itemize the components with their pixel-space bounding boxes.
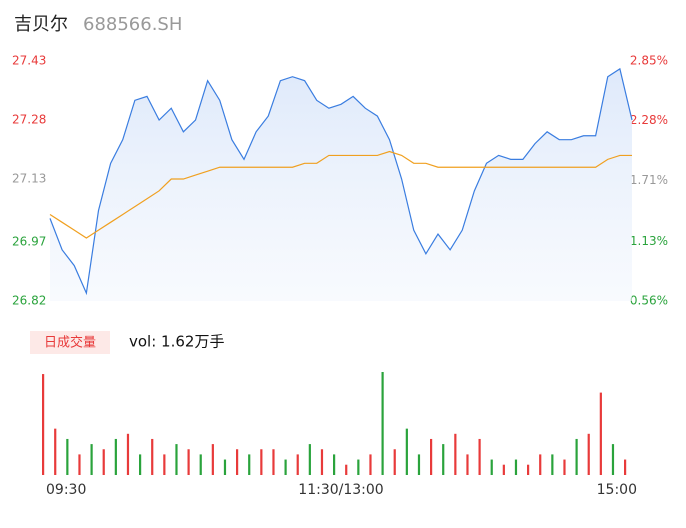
- volume-bar: [199, 454, 202, 475]
- volume-badge: [30, 331, 110, 354]
- volume-bar: [417, 454, 421, 475]
- y2-tick-label: 1.71%: [630, 173, 668, 187]
- volume-bar: [381, 372, 384, 475]
- volume-bar: [430, 438, 433, 475]
- volume-bar: [78, 454, 81, 475]
- y-tick-label: 27.43: [12, 54, 46, 68]
- y2-tick-label: 1.13%: [630, 234, 668, 248]
- volume-bar: [502, 464, 505, 475]
- volume-bar: [42, 374, 45, 475]
- x-tick-label: 15:00: [597, 482, 637, 498]
- x-tick-label: 11:30/13:00: [298, 482, 383, 498]
- volume-bar: [296, 454, 299, 475]
- y-tick-label: 26.97: [12, 234, 46, 248]
- stock-code: 688566.SH: [83, 14, 182, 35]
- volume-bar: [175, 444, 178, 475]
- y-tick-label: 27.28: [12, 113, 46, 127]
- volume-bar: [163, 454, 166, 475]
- volume-bar: [248, 454, 251, 475]
- y2-tick-label: 2.28%: [630, 113, 668, 127]
- volume-bar: [102, 449, 105, 475]
- volume-bar: [90, 444, 93, 475]
- volume-title: 日成交量: [44, 335, 96, 351]
- volume-bar: [345, 464, 348, 475]
- volume-bar: [466, 454, 469, 475]
- volume-bar: [369, 454, 372, 475]
- volume-bar: [490, 459, 493, 475]
- volume-bar: [260, 449, 263, 475]
- volume-bar: [454, 433, 457, 475]
- stock-name: 吉贝尔: [14, 14, 68, 35]
- volume-bar: [393, 449, 396, 475]
- volume-bar: [405, 428, 408, 475]
- volume-bar: [478, 438, 481, 475]
- volume-bar: [320, 449, 324, 475]
- volume-bar: [54, 428, 57, 475]
- y2-tick-label: 2.85%: [630, 54, 668, 68]
- price-line: [49, 67, 633, 296]
- volume-bar: [514, 459, 518, 475]
- price-area: [50, 68, 632, 301]
- volume-bar: [139, 454, 142, 475]
- volume-bar: [333, 454, 336, 475]
- volume-bar: [66, 438, 69, 475]
- y-tick-label: 26.82: [12, 294, 46, 308]
- volume-bar: [599, 392, 602, 475]
- volume-bar: [114, 438, 117, 475]
- volume-bar: [551, 454, 554, 475]
- volume-bar: [357, 459, 360, 475]
- volume-bar: [442, 444, 445, 475]
- volume-bar: [211, 444, 214, 475]
- volume-bar: [575, 438, 578, 475]
- volume-bar: [236, 449, 239, 475]
- volume-bar: [587, 433, 590, 475]
- y-tick-label: 27.13: [12, 172, 46, 186]
- volume-total: vol: 1.62万手: [129, 333, 224, 351]
- volume-bar: [624, 459, 627, 475]
- volume-bar: [563, 459, 566, 475]
- volume-bar: [308, 444, 311, 475]
- average-line: [49, 150, 632, 239]
- volume-bar: [151, 438, 154, 475]
- x-tick-label: 09:30: [46, 482, 86, 498]
- volume-bar: [126, 433, 130, 475]
- volume-bar: [187, 449, 190, 475]
- volume-bar: [611, 444, 615, 475]
- volume-bar: [527, 464, 530, 475]
- volume-bar: [539, 454, 542, 475]
- volume-bar: [272, 449, 275, 475]
- volume-bar: [223, 459, 227, 475]
- volume-bar: [284, 459, 287, 475]
- y2-tick-label: 0.56%: [630, 294, 668, 308]
